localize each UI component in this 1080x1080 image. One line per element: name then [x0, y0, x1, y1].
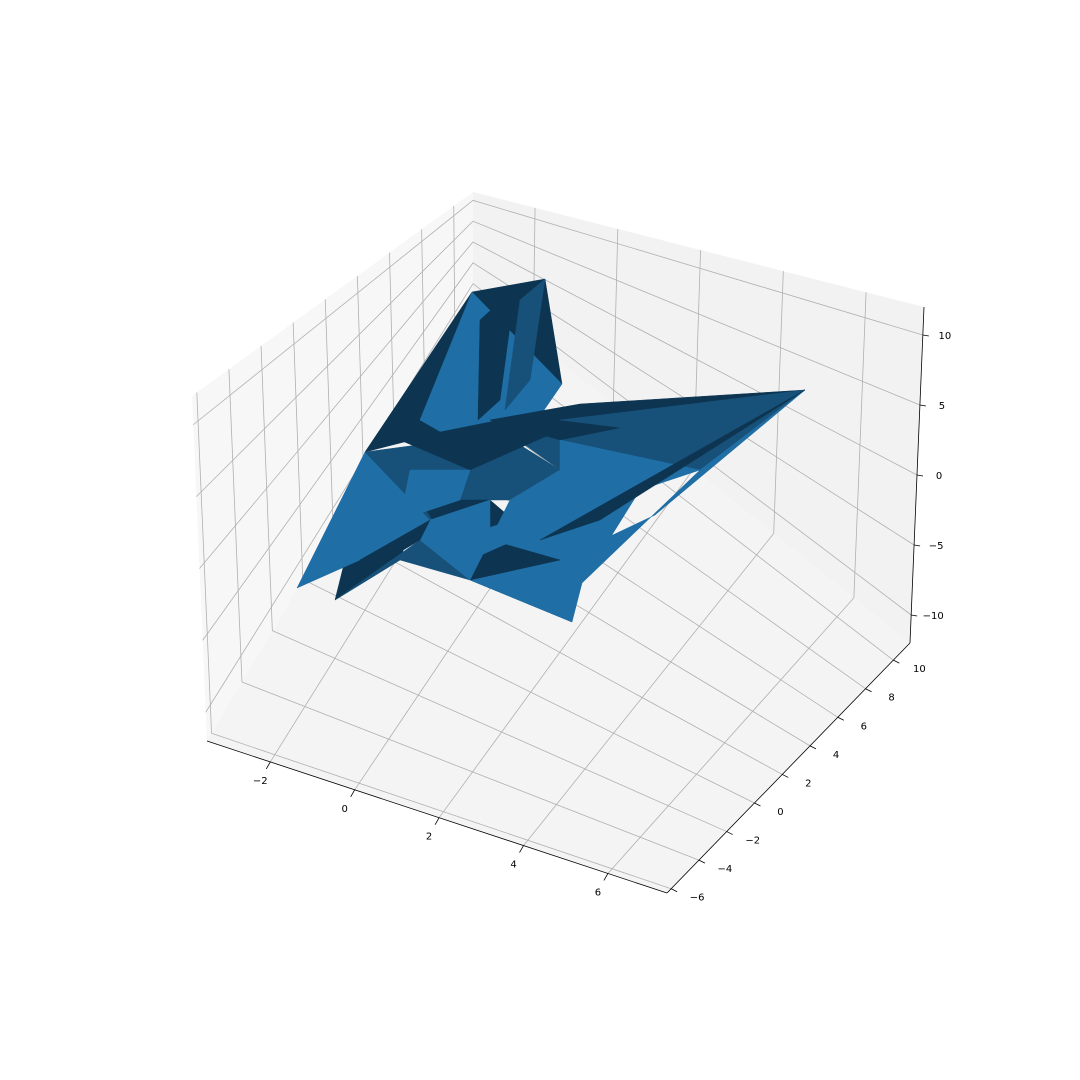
z-tick-label: −5 [929, 541, 944, 552]
y-tick-label: 0 [777, 807, 783, 818]
x-tick-mark [603, 873, 609, 881]
surface-facet [559, 389, 806, 431]
x-tick-mark [265, 761, 271, 770]
x-tick-label: 0 [342, 804, 348, 815]
x-tick-label: 6 [595, 887, 601, 898]
z-tick-mark [916, 474, 924, 477]
y-tick-label: 10 [913, 664, 926, 675]
z-grid-line [192, 199, 923, 426]
y-axis-line [666, 642, 911, 894]
y-tick-mark [893, 659, 900, 664]
z-tick-label: 10 [938, 331, 951, 342]
axis-lines [206, 306, 929, 894]
surface-facet [477, 287, 516, 421]
surface-mesh [296, 278, 806, 623]
y-tick-label: −2 [745, 836, 760, 847]
z-tick-label: −10 [923, 611, 944, 622]
z-tick-label: 0 [936, 471, 942, 482]
y-tick-mark [865, 688, 872, 693]
tick-labels: −2 0 2 4 6 −6 −4 −2 0 2 4 6 8 10 −10 −5 0 5 10 [253, 331, 951, 904]
y-tick-label: −6 [690, 893, 705, 904]
y-tick-mark [670, 888, 678, 893]
surface-facet [344, 519, 431, 586]
surface-facet [504, 278, 546, 411]
z-tick-mark [919, 404, 926, 407]
x-tick-label: 4 [510, 860, 516, 871]
z-grid-line [202, 262, 915, 641]
y-tick-mark [782, 774, 789, 778]
z-tick-mark [911, 614, 918, 617]
x-tick-label: 2 [426, 832, 432, 843]
y-grid-floor-line [302, 579, 755, 804]
y-grid-floor-line [211, 732, 672, 890]
z-axis-line [909, 306, 925, 644]
z-tick-mark [914, 544, 921, 547]
y-tick-label: 8 [888, 693, 894, 704]
y-tick-label: 4 [833, 750, 839, 761]
y-tick-mark [698, 859, 706, 864]
x-axis-line [206, 740, 668, 894]
left-back-pane [192, 192, 473, 741]
z-tick-label: 5 [939, 401, 945, 412]
x-grid-floor-line [523, 533, 775, 846]
x-tick-label: −2 [253, 776, 268, 787]
z-grid-line [205, 283, 912, 713]
surface-facet [399, 419, 561, 471]
x-tick-mark [519, 845, 524, 853]
surface-facet [539, 389, 806, 541]
x-grid-floor-line [607, 597, 855, 874]
y-tick-mark [754, 802, 761, 807]
y-grid-floor-line [241, 681, 700, 861]
y-tick-mark [726, 831, 733, 835]
x-tick-mark [434, 817, 440, 825]
surface-facet [449, 479, 641, 561]
z-grid-line [196, 220, 921, 497]
y-tick-label: 6 [861, 721, 867, 732]
y-tick-label: 2 [805, 778, 811, 789]
y-grid-floor-line [272, 630, 727, 832]
z-tick-mark [922, 334, 929, 337]
y-tick-mark [809, 745, 817, 750]
x-grid-floor-line [438, 468, 694, 818]
y-tick-mark [837, 716, 844, 721]
surface-facet [399, 469, 471, 521]
x-tick-mark [350, 789, 356, 798]
y-tick-label: −4 [718, 864, 733, 875]
y-grid-floor-line [332, 527, 783, 775]
